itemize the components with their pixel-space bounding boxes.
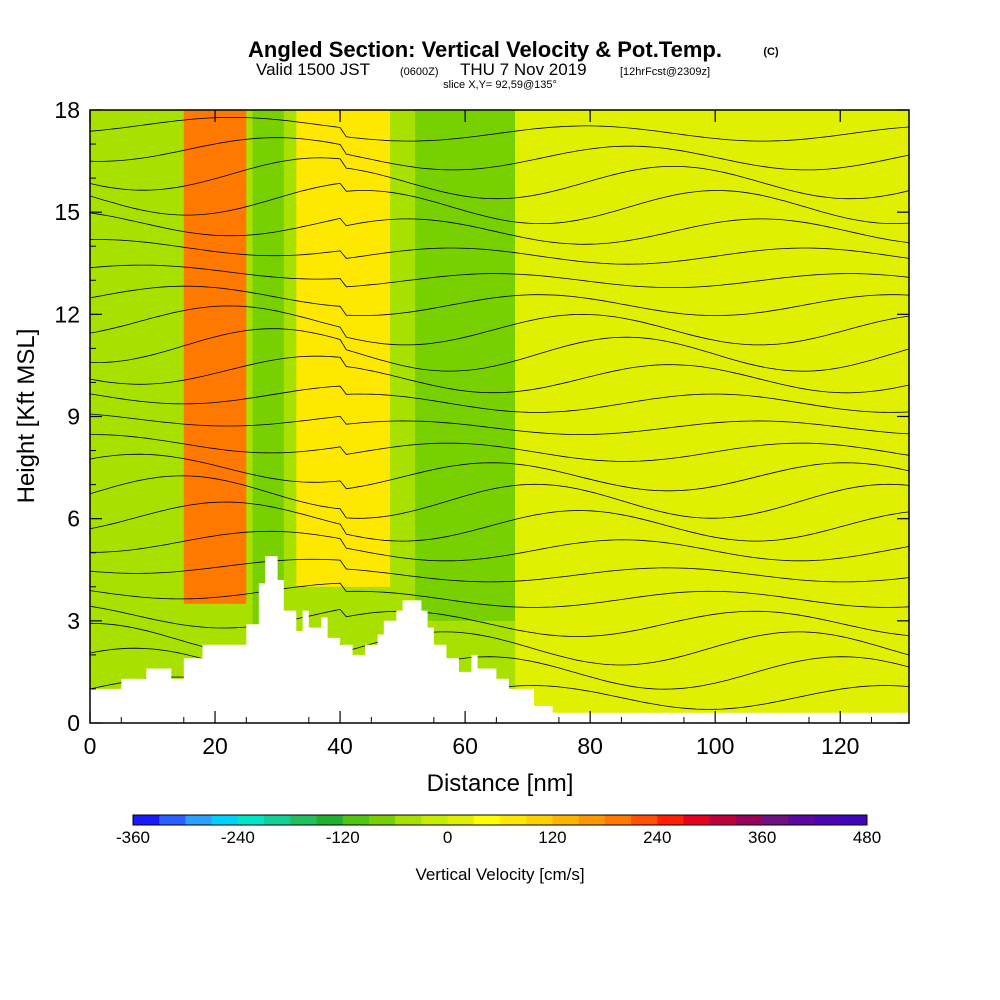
colorbar-swatch [631, 815, 658, 825]
isentrope-line [90, 264, 909, 288]
colorbar-tick-label: 480 [853, 828, 881, 847]
utc-time: (0600Z) [400, 66, 439, 78]
colorbar-swatch [500, 815, 527, 825]
isentrope-line [90, 305, 909, 346]
plot-field [90, 110, 909, 723]
colorbar-swatch [473, 815, 501, 825]
isentrope-line [90, 475, 909, 519]
isentrope-line [90, 355, 909, 394]
colorbar-swatch [316, 815, 344, 825]
colorbar-swatch [552, 815, 580, 825]
x-tick-label: 20 [202, 733, 228, 759]
colorbar-swatch [604, 815, 632, 825]
colorbar-swatch [290, 815, 317, 825]
isentrope-line [90, 434, 909, 462]
colorbar-swatch [657, 815, 684, 825]
isentrope-line [90, 530, 909, 562]
chart-title: Angled Section: Vertical Velocity & Pot.… [248, 37, 722, 62]
colorbar-tick-label: -360 [116, 828, 150, 847]
colorbar-swatch [447, 815, 475, 825]
colorbar-tick-label: 240 [643, 828, 671, 847]
y-tick-label: 9 [67, 404, 80, 430]
x-axis-label: Distance [nm] [427, 770, 574, 797]
isentrope-line [90, 285, 909, 317]
colorbar-swatch [526, 815, 553, 825]
isentrope-line [90, 385, 909, 413]
subtitle-line: Valid 1500 JST (0600Z) THU 7 Nov 2019 [1… [256, 60, 710, 79]
colorbar-swatch [211, 815, 239, 825]
x-tick-label: 100 [696, 733, 734, 759]
y-axis: 0 3 6 9 12 15 18 [54, 97, 909, 736]
colorbar-swatch [342, 815, 370, 825]
colorbar-label: Vertical Velocity [cm/s] [415, 865, 584, 884]
y-tick-label: 18 [54, 97, 80, 123]
colorbar-swatch [395, 815, 422, 825]
isentrope-line [90, 137, 909, 171]
colorbar-tick-label: -120 [326, 828, 360, 847]
colorbar-swatch [709, 815, 737, 825]
colorbar-swatch [237, 815, 265, 825]
colorbar-swatch [735, 815, 763, 825]
colorbar-swatch [368, 815, 396, 825]
velocity-band-5 [415, 110, 516, 621]
y-tick-label: 6 [67, 506, 80, 532]
y-axis-label: Height [Kft MSL] [13, 329, 40, 504]
colorbar: -360 -240 -120 0 120 240 360 480 [116, 814, 881, 847]
colorbar-swatch [788, 815, 816, 825]
colorbar-swatch [762, 815, 789, 825]
colorbar-swatch [840, 815, 868, 825]
isentrope-line [90, 117, 909, 142]
valid-date: THU 7 Nov 2019 [460, 60, 587, 79]
isentrope-line [90, 453, 909, 492]
title-mark: (C) [763, 46, 779, 58]
valid-time: Valid 1500 JST [256, 60, 370, 79]
colorbar-swatch [133, 815, 160, 825]
forecast-info: [12hrFcst@2309z] [620, 66, 710, 78]
colorbar-tick-label: 0 [443, 828, 452, 847]
isentrope-line [90, 212, 909, 245]
isentrope-line [90, 157, 909, 200]
colorbar-swatch [814, 815, 842, 825]
colorbar-tick-label: 120 [538, 828, 566, 847]
y-tick-label: 0 [67, 710, 80, 736]
isentrope-line [90, 605, 909, 637]
isentrope-line [90, 328, 909, 372]
colorbar-swatch [185, 815, 213, 825]
colorbar-swatch [578, 815, 606, 825]
isentrope-line [90, 501, 909, 542]
colorbar-swatch [264, 815, 291, 825]
slice-info: slice X,Y= 92,59@135° [443, 79, 557, 91]
y-tick-label: 15 [54, 199, 80, 225]
velocity-band-2 [183, 110, 247, 604]
terrain [90, 556, 909, 723]
colorbar-frame [132, 814, 868, 826]
isentrope-line [90, 413, 909, 435]
colorbar-tick-label: 360 [748, 828, 776, 847]
x-tick-label: 60 [452, 733, 478, 759]
velocity-band-4 [296, 110, 391, 587]
isentrope-line [90, 239, 909, 265]
isentrope-line [90, 558, 909, 583]
x-tick-label: 120 [821, 733, 859, 759]
x-tick-label: 80 [577, 733, 603, 759]
velocity-band-6 [515, 110, 909, 723]
y-tick-label: 3 [67, 608, 80, 634]
colorbar-swatch [159, 815, 186, 825]
colorbar-swatch [421, 815, 449, 825]
x-axis: 0 20 40 60 80 100 120 [84, 110, 872, 759]
colorbar-swatch [683, 815, 711, 825]
y-tick-label: 12 [54, 301, 80, 327]
x-tick-label: 0 [84, 733, 97, 759]
x-tick-label: 40 [327, 733, 353, 759]
colorbar-tick-label: -240 [221, 828, 255, 847]
isentrope-line [90, 582, 909, 608]
isentrope-line [90, 182, 909, 224]
